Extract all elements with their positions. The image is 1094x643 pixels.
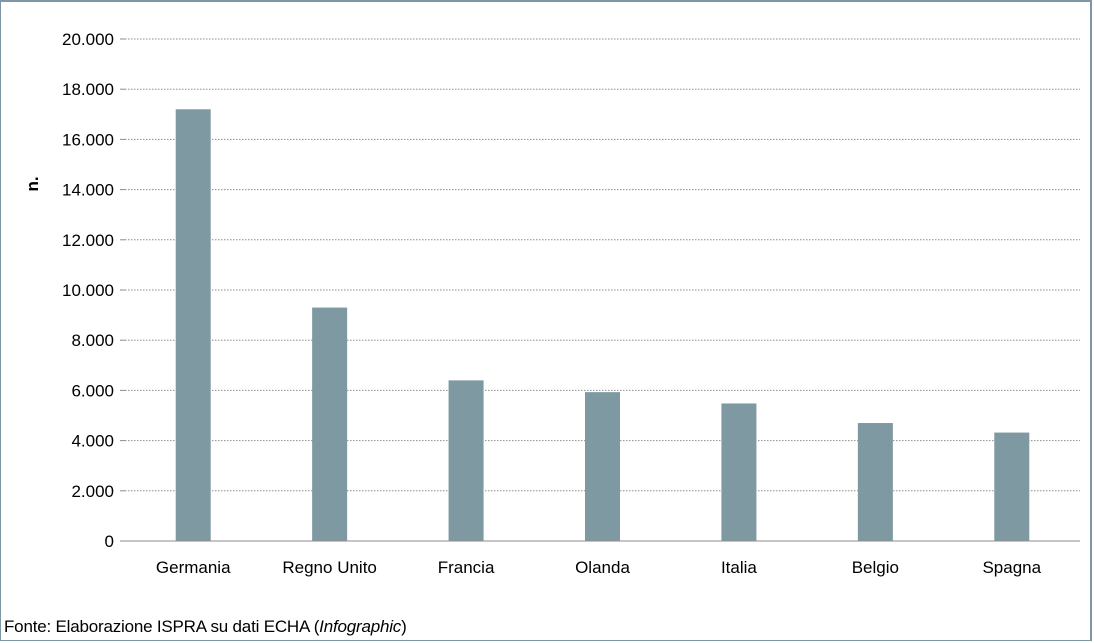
bar-spagna: [994, 433, 1029, 541]
x-tick-label: Spagna: [982, 558, 1041, 577]
y-tick-label: 2.000: [71, 482, 114, 501]
y-tick-label: 10.000: [62, 281, 114, 300]
x-tick-label: Francia: [438, 558, 495, 577]
y-tick-labels: 0 2.000 4.000 6.000 8.000 10.000 12.000 14.000 1…: [62, 30, 114, 551]
y-tick-label: 4.000: [71, 432, 114, 451]
source-italic: Infographic: [319, 617, 401, 636]
bar-regno-unito: [312, 308, 347, 541]
y-tick-label: 16.000: [62, 130, 114, 149]
source-suffix: ): [401, 617, 406, 636]
bar-olanda: [585, 392, 620, 541]
y-tick-label: 6.000: [71, 381, 114, 400]
x-tick-labels: Germania Regno Unito Francia Olanda Italia Be…: [156, 558, 1042, 577]
y-tick-label: 20.000: [62, 30, 114, 49]
bar-francia: [449, 380, 484, 541]
bar-belgio: [858, 423, 893, 541]
bars: [176, 109, 1030, 541]
x-tick-label: Olanda: [575, 558, 630, 577]
y-tick-label: 8.000: [71, 331, 114, 350]
y-tick-label: 0: [105, 532, 114, 551]
x-tick-label: Belgio: [852, 558, 899, 577]
y-tick-label: 14.000: [62, 181, 114, 200]
x-tick-label: Italia: [721, 558, 757, 577]
x-tick-label: Regno Unito: [282, 558, 377, 577]
source-prefix: Fonte: Elaborazione ISPRA su dati ECHA (: [4, 617, 319, 636]
bar-germania: [176, 109, 211, 541]
y-tick-label: 12.000: [62, 231, 114, 250]
source-note: Fonte: Elaborazione ISPRA su dati ECHA (…: [4, 617, 407, 637]
y-tick-label: 18.000: [62, 80, 114, 99]
y-axis-label: n.: [23, 176, 42, 191]
x-tick-label: Germania: [156, 558, 231, 577]
bar-italia: [721, 403, 756, 541]
